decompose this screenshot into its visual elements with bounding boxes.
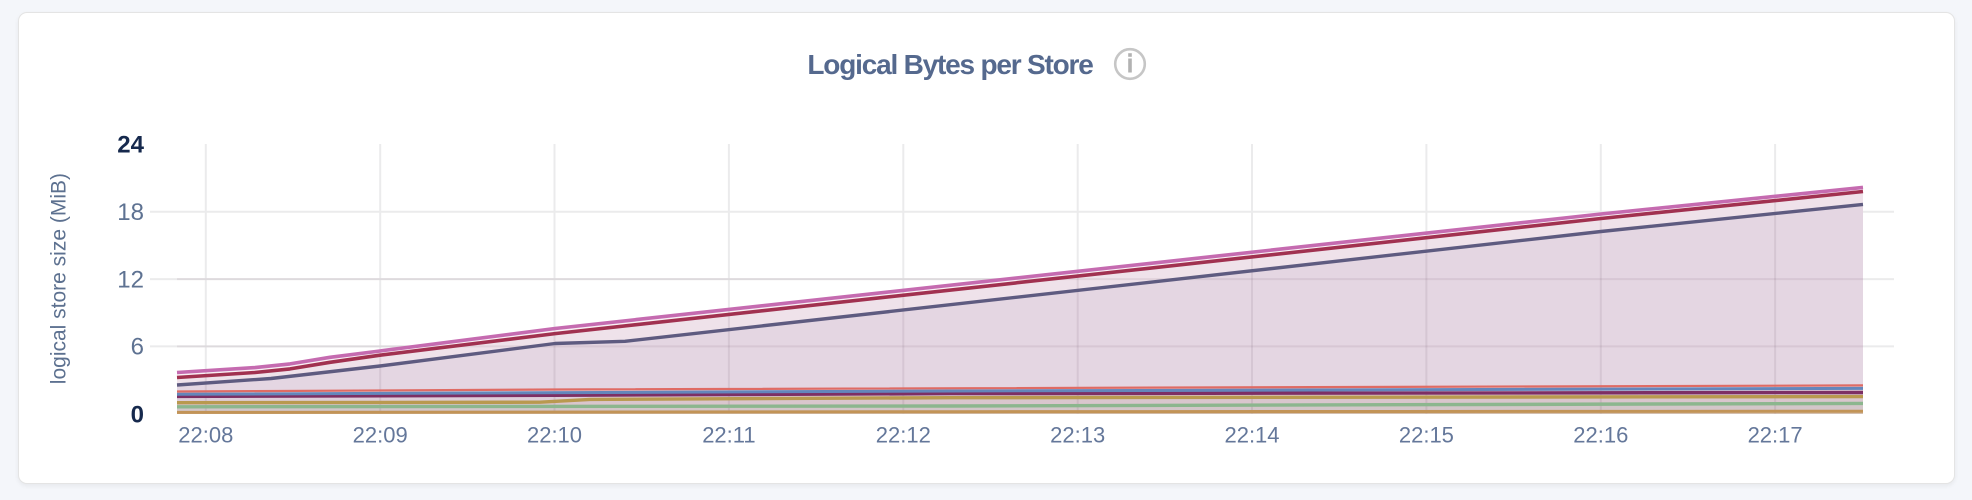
svg-text:Logical Bytes per Store: Logical Bytes per Store xyxy=(807,49,1093,80)
svg-text:22:14: 22:14 xyxy=(1224,423,1279,448)
svg-text:logical store size (MiB): logical store size (MiB) xyxy=(48,173,71,384)
svg-text:0: 0 xyxy=(131,402,144,429)
svg-text:24: 24 xyxy=(117,132,144,159)
svg-text:18: 18 xyxy=(117,199,144,226)
svg-text:22:13: 22:13 xyxy=(1050,423,1105,448)
svg-text:22:16: 22:16 xyxy=(1573,423,1628,448)
svg-text:22:09: 22:09 xyxy=(353,423,408,448)
svg-text:22:10: 22:10 xyxy=(527,423,582,448)
svg-text:22:17: 22:17 xyxy=(1748,423,1803,448)
svg-text:22:12: 22:12 xyxy=(876,423,931,448)
svg-text:22:08: 22:08 xyxy=(178,423,233,448)
svg-text:22:15: 22:15 xyxy=(1399,423,1454,448)
svg-text:22:11: 22:11 xyxy=(702,423,755,448)
svg-text:6: 6 xyxy=(131,334,144,361)
svg-text:12: 12 xyxy=(117,266,144,293)
